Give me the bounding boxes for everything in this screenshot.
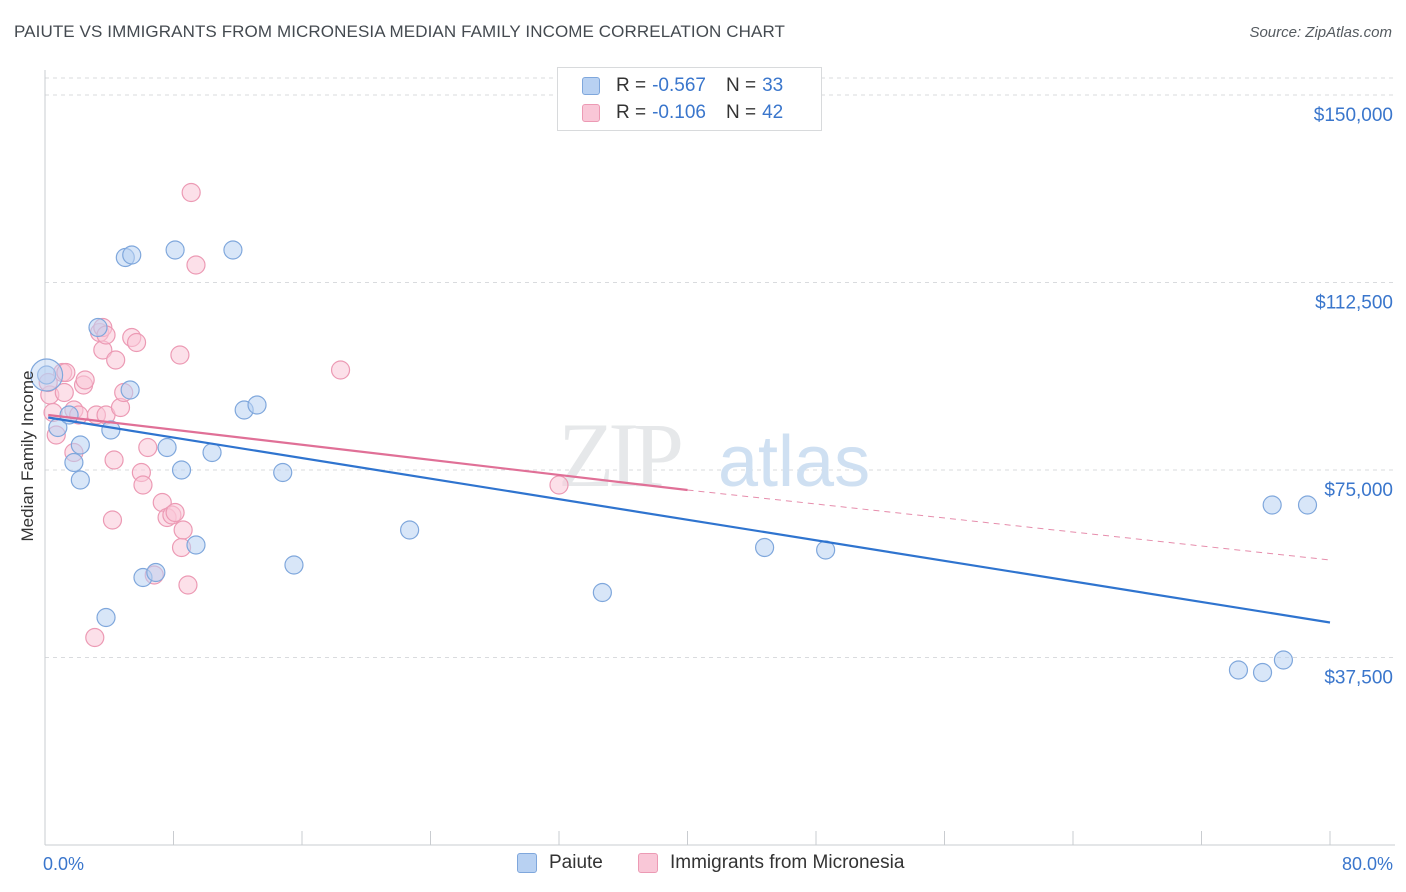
paiute-point[interactable] [171,460,192,480]
micronesia-point[interactable] [75,370,95,390]
paiute-cluster-point[interactable] [30,358,64,392]
micronesia-point[interactable] [54,382,74,403]
chart-title: PAIUTE VS IMMIGRANTS FROM MICRONESIA MED… [14,22,786,41]
micronesia-point[interactable] [165,502,185,523]
y-tick-label: $37,500 [1324,668,1393,689]
micronesia-point[interactable] [85,627,105,648]
paiute-point[interactable] [754,537,775,558]
paiute-point[interactable] [1273,650,1294,670]
y-tick-label: $75,000 [1324,480,1393,501]
paiute-point[interactable] [1228,660,1249,680]
micronesia-point[interactable] [170,345,190,365]
legend-row-paiute: R = -0.567 N = 33 [582,74,783,98]
grid-layer [45,77,1395,658]
series-legend: Paiute Immigrants from Micronesia [0,852,1406,876]
legend-n-value: 33 [762,75,784,96]
paiute-point[interactable] [1297,495,1318,515]
paiute-point[interactable] [284,555,304,575]
micronesia-point[interactable] [186,255,206,275]
legend-swatch-paiute [517,853,537,873]
trend-lines [48,413,1331,624]
paiute-point[interactable] [157,437,177,458]
paiute-point[interactable] [400,520,420,540]
paiute-point[interactable] [223,240,243,260]
legend-swatch-micronesia [638,853,658,873]
paiute-point[interactable] [70,435,90,455]
paiute-point[interactable] [122,245,142,265]
legend-item-micronesia[interactable]: Immigrants from Micronesia [638,852,904,874]
legend-row-micronesia: R = -0.106 N = 42 [582,101,783,125]
legend-label-micronesia: Immigrants from Micronesia [670,852,905,873]
source-credit: Source: ZipAtlas.com [1249,24,1392,41]
micronesia-point[interactable] [138,437,158,458]
y-tick-label: $112,500 [1315,293,1393,314]
paiute-point[interactable] [88,317,108,338]
legend-item-paiute[interactable]: Paiute [517,852,603,874]
correlation-legend: R = -0.567 N = 33 R = -0.106 N = 42 [557,67,822,131]
paiute-point[interactable] [96,607,116,628]
legend-label-paiute: Paiute [549,852,603,873]
legend-r-value: -0.106 [652,102,706,123]
watermark: ZIP atlas [558,404,870,506]
axis-labels: $37,500 $75,000 $112,500 $150,000 0.0% 80.0% [43,105,1393,874]
paiute-point[interactable] [37,365,57,385]
micronesia-point[interactable] [178,575,198,595]
legend-r-label: R = [616,102,647,123]
paiute-point[interactable] [120,380,140,400]
paiute-point[interactable] [592,582,612,603]
y-axis-label: Median Family Income [18,370,37,541]
legend-swatch-pink [582,104,600,122]
paiute-point[interactable] [202,442,222,463]
paiute-point[interactable] [165,240,185,260]
watermark-atlas: atlas [718,422,870,502]
micronesia-point[interactable] [181,182,201,203]
legend-r-label: R = [616,75,647,96]
legend-r-value: -0.567 [652,75,706,96]
micronesia-point[interactable] [104,450,124,470]
micronesia-point[interactable] [106,350,126,370]
paiute-point[interactable] [273,462,293,483]
legend-swatch-blue [582,77,600,95]
legend-n-value: 42 [762,102,784,123]
y-tick-label: $150,000 [1314,105,1393,126]
paiute-trend-line [48,416,1331,624]
watermark-zip: ZIP [558,404,681,506]
micronesia-point[interactable] [102,510,123,530]
paiute-point[interactable] [1252,662,1273,683]
legend-n-label: N = [725,102,757,123]
paiute-point[interactable] [70,470,90,490]
micronesia-point[interactable] [133,475,153,495]
axis-layer [44,70,1395,846]
paiute-point[interactable] [146,562,166,583]
legend-n-label: N = [725,75,757,96]
paiute-point[interactable] [247,395,267,415]
paiute-point[interactable] [64,452,84,473]
paiute-point[interactable] [1262,495,1282,515]
x-tick-label-max: 80.0% [1342,854,1393,874]
micronesia-point[interactable] [549,475,569,495]
x-tick-label-min: 0.0% [43,854,84,874]
micronesia-point[interactable] [126,332,147,353]
paiute-point[interactable] [186,535,206,555]
micronesia-point[interactable] [330,360,351,380]
series-paiute-points [30,240,1318,683]
micronesia-trend-line [48,413,688,492]
micronesia-point[interactable] [173,520,193,540]
micronesia-trend-line-extension [687,489,1331,561]
